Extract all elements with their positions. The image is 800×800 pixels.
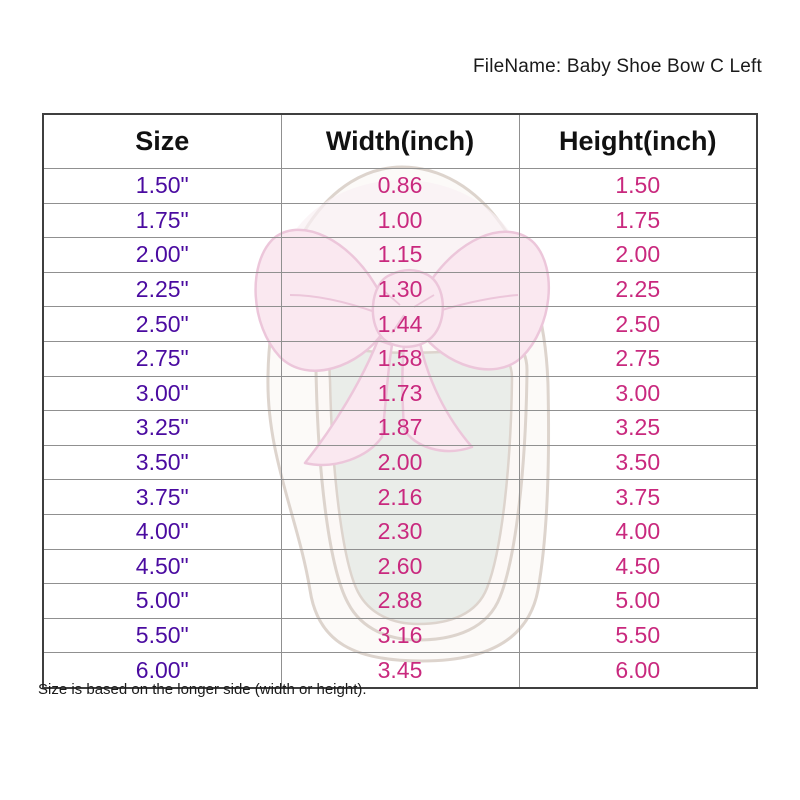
footnote-text: Size is based on the longer side (width … <box>38 681 367 698</box>
width-cell: 2.00 <box>280 444 520 481</box>
column-header-size: Size <box>42 113 282 169</box>
height-cell: 2.50 <box>518 306 758 342</box>
filename-label: FileName: Baby Shoe Bow C Left <box>472 56 762 77</box>
height-cell: 2.25 <box>518 271 758 308</box>
width-cell: 2.88 <box>280 583 520 619</box>
table-row: 3.00" 1.73 3.00 <box>42 375 758 412</box>
table-row: 2.00" 1.15 2.00 <box>42 237 758 273</box>
table-row: 5.00" 2.88 5.00 <box>42 583 758 619</box>
width-cell: 1.73 <box>280 375 520 412</box>
table-row: 1.75" 1.00 1.75 <box>42 202 758 239</box>
size-cell: 5.50" <box>42 617 282 654</box>
column-header-width: Width(inch) <box>280 113 520 169</box>
table-row: 2.25" 1.30 2.25 <box>42 271 758 308</box>
size-cell: 3.25" <box>42 410 282 446</box>
width-cell: 3.45 <box>280 652 520 689</box>
size-cell: 2.50" <box>42 306 282 342</box>
height-cell: 4.50 <box>518 548 758 585</box>
height-cell: 5.00 <box>518 583 758 619</box>
table-row: 2.50" 1.44 2.50 <box>42 306 758 342</box>
size-cell: 4.50" <box>42 548 282 585</box>
column-header-height: Height(inch) <box>518 113 758 169</box>
table-row: 5.50" 3.16 5.50 <box>42 617 758 654</box>
height-cell: 6.00 <box>518 652 758 689</box>
header-row: Size Width(inch) Height(inch) <box>42 113 758 169</box>
width-cell: 1.87 <box>280 410 520 446</box>
height-cell: 3.50 <box>518 444 758 481</box>
height-cell: 2.00 <box>518 237 758 273</box>
width-cell: 2.16 <box>280 479 520 515</box>
width-cell: 2.30 <box>280 513 520 550</box>
height-cell: 3.00 <box>518 375 758 412</box>
size-cell: 5.00" <box>42 583 282 619</box>
size-cell: 1.75" <box>42 202 282 239</box>
height-cell: 5.50 <box>518 617 758 654</box>
height-cell: 1.75 <box>518 202 758 239</box>
table-row: 6.00" 3.45 6.00 <box>42 652 758 689</box>
width-cell: 1.58 <box>280 340 520 377</box>
size-cell: 2.00" <box>42 237 282 273</box>
size-cell: 1.50" <box>42 168 282 204</box>
width-cell: 1.30 <box>280 271 520 308</box>
width-cell: 1.00 <box>280 202 520 239</box>
width-cell: 0.86 <box>280 168 520 204</box>
size-cell: 4.00" <box>42 513 282 550</box>
width-cell: 2.60 <box>280 548 520 585</box>
table-row: 3.50" 2.00 3.50 <box>42 444 758 481</box>
height-cell: 1.50 <box>518 168 758 204</box>
height-cell: 2.75 <box>518 340 758 377</box>
table-row: 3.75" 2.16 3.75 <box>42 479 758 515</box>
table-row: 3.25" 1.87 3.25 <box>42 410 758 446</box>
table-row: 2.75" 1.58 2.75 <box>42 340 758 377</box>
size-chart-table: Size Width(inch) Height(inch) 1.50" 0.86 1… <box>42 113 758 689</box>
size-cell: 3.50" <box>42 444 282 481</box>
size-cell: 2.25" <box>42 271 282 308</box>
height-cell: 3.25 <box>518 410 758 446</box>
width-cell: 3.16 <box>280 617 520 654</box>
size-table-body: 1.50" 0.86 1.50 1.75" 1.00 1.75 2.00" 1.15 2.00 2… <box>42 168 758 689</box>
table-row: 4.50" 2.60 4.50 <box>42 548 758 585</box>
size-cell: 6.00" <box>42 652 282 689</box>
height-cell: 3.75 <box>518 479 758 515</box>
size-cell: 2.75" <box>42 340 282 377</box>
table-row: 4.00" 2.30 4.00 <box>42 513 758 550</box>
table-row: 1.50" 0.86 1.50 <box>42 168 758 204</box>
size-cell: 3.00" <box>42 375 282 412</box>
size-cell: 3.75" <box>42 479 282 515</box>
width-cell: 1.15 <box>280 237 520 273</box>
width-cell: 1.44 <box>280 306 520 342</box>
height-cell: 4.00 <box>518 513 758 550</box>
